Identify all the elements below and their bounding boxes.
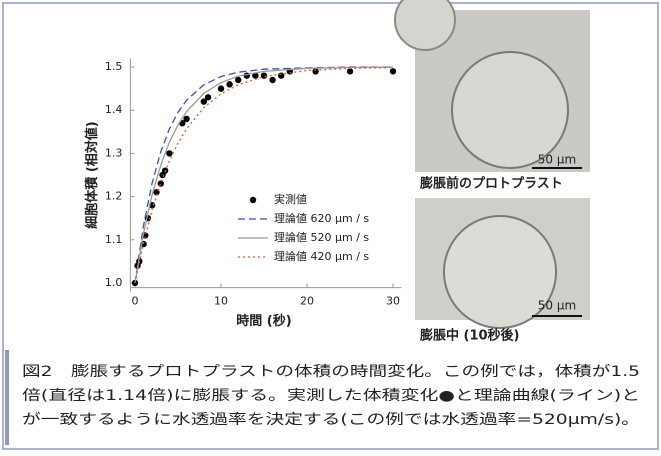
data-point [347,68,353,74]
figure: 1.0 1.1 1.2 1.3 1.4 1.5 0 10 20 30 時間 (秒) 細胞体積 (相対値… [0,0,661,452]
legend-label: 理論値 420 µm / s [274,249,369,263]
data-point [183,116,189,122]
data-point [226,81,232,87]
caption-line: 図2 膨脹するプロトプラストの体積の時間変化。この例では，体積が1.5 [22,363,640,380]
caption-line: 倍(直径は1.14倍)に膨脹する。実測した体積変化●と理論曲線(ライン)と [22,387,640,404]
scale-label: 50 μm [538,299,576,313]
data-point [158,180,164,186]
x-tick-label: 20 [300,295,314,308]
data-point [390,68,396,74]
cell [452,52,568,168]
y-tick-label: 1.0 [105,276,123,289]
y-tick-label: 1.1 [105,233,123,246]
data-point [244,72,250,78]
data-point [278,72,284,78]
x-tick-label: 10 [214,295,228,308]
data-point [166,150,172,156]
scale-label: 50 μm [538,153,576,167]
legend-label: 理論値 520 µm / s [274,230,369,244]
data-point [235,77,241,83]
y-tick-label: 1.3 [105,146,123,159]
x-tick-label: 30 [386,295,400,308]
image-caption: 膨脹中 (10秒後) [419,328,520,344]
y-tick-label: 1.2 [105,190,123,203]
legend-label: 実測値 [274,192,307,206]
legend-label: 理論値 620 µm / s [274,211,369,225]
data-point [269,77,275,83]
y-tick-label: 1.4 [105,103,123,116]
caption-line: が一致するように水透過率を決定する(この例では水透過率=520μm/s)。 [22,411,640,428]
cell [395,0,455,50]
data-point [218,85,224,91]
y-tick-label: 1.5 [105,60,123,73]
data-point [205,94,211,100]
image-caption: 膨脹前のプロトプラスト [419,176,563,192]
legend-marker [250,197,256,203]
y-axis-label: 細胞体積 (相対値) [84,121,100,228]
data-point [312,68,318,74]
x-axis-label: 時間 (秒) [236,313,291,329]
x-tick-label: 0 [132,295,139,308]
